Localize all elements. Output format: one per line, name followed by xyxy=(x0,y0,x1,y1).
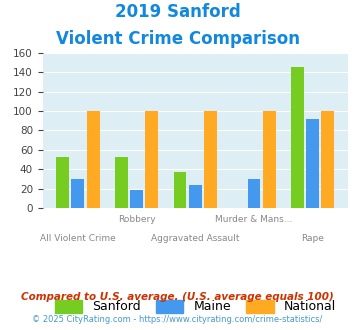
Text: Murder & Mans...: Murder & Mans... xyxy=(215,214,293,223)
Bar xyxy=(71,179,84,208)
Text: Rape: Rape xyxy=(301,234,324,243)
Bar xyxy=(322,111,334,208)
Text: © 2025 CityRating.com - https://www.cityrating.com/crime-statistics/: © 2025 CityRating.com - https://www.city… xyxy=(32,315,323,324)
Text: Compared to U.S. average. (U.S. average equals 100): Compared to U.S. average. (U.S. average … xyxy=(21,292,334,302)
Legend: Sanford, Maine, National: Sanford, Maine, National xyxy=(50,295,341,318)
Bar xyxy=(247,179,261,208)
Text: 2019 Sanford: 2019 Sanford xyxy=(115,3,240,21)
Bar xyxy=(291,67,304,208)
Bar xyxy=(130,190,143,208)
Bar xyxy=(263,111,276,208)
Bar xyxy=(204,111,217,208)
Bar xyxy=(115,156,128,208)
Bar xyxy=(87,111,99,208)
Text: Aggravated Assault: Aggravated Assault xyxy=(151,234,240,243)
Text: All Violent Crime: All Violent Crime xyxy=(40,234,116,243)
Bar xyxy=(174,172,186,208)
Bar xyxy=(145,111,158,208)
Bar xyxy=(56,157,69,208)
Text: Robbery: Robbery xyxy=(118,214,155,223)
Text: Violent Crime Comparison: Violent Crime Comparison xyxy=(55,30,300,48)
Bar xyxy=(189,185,202,208)
Bar xyxy=(306,119,319,208)
